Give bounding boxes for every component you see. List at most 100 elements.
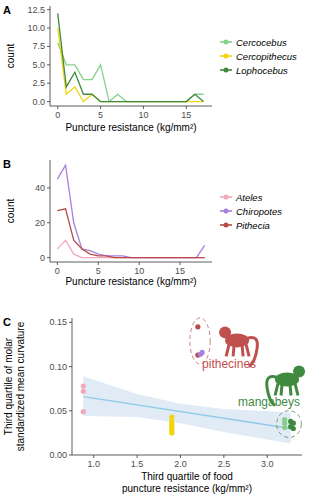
legend-label: Pithecia bbox=[236, 220, 270, 231]
figure: A 0.0 2.5 5.0 7.5 10.0 12.5 0 5 10 15 Puncture resi… bbox=[0, 0, 310, 500]
x-tick bbox=[98, 262, 99, 265]
x-tick-label: 15 bbox=[181, 110, 191, 120]
x-axis-label: Third quartile of food bbox=[141, 471, 233, 482]
series-line bbox=[57, 165, 204, 257]
y-tick-label: 0.05 bbox=[49, 406, 67, 416]
y-axis bbox=[50, 6, 51, 106]
panel-letter: A bbox=[3, 4, 11, 16]
point bbox=[282, 425, 287, 430]
plot-area bbox=[57, 165, 204, 257]
legend-swatch-dot bbox=[224, 223, 229, 228]
series-line bbox=[57, 209, 204, 258]
x-tick-label: 1.0 bbox=[87, 459, 100, 469]
panel: A 0.0 2.5 5.0 7.5 10.0 12.5 0 5 10 15 Puncture resi… bbox=[3, 4, 297, 133]
x-tick-label: 10 bbox=[134, 266, 144, 276]
y-axis-label: Third quartile of molar bbox=[3, 337, 14, 435]
x-tick bbox=[143, 106, 144, 109]
y-tick bbox=[69, 322, 72, 323]
y-tick-label: 40 bbox=[35, 183, 45, 193]
y-tick-label: 0.15 bbox=[49, 317, 67, 327]
y-tick bbox=[47, 101, 50, 102]
y-axis-label: standardized mean curvature bbox=[15, 321, 26, 451]
annotation: pithecines bbox=[202, 357, 256, 371]
group-ellipse bbox=[277, 411, 302, 438]
confidence-band bbox=[83, 376, 290, 443]
y-tick-label: 20 bbox=[35, 218, 45, 228]
y-tick bbox=[69, 366, 72, 367]
annotation: mangabeys bbox=[238, 395, 300, 409]
x-axis-label: puncture resistance (kg/mm²) bbox=[122, 483, 252, 494]
y-tick bbox=[47, 9, 50, 10]
x-tick-label: 5 bbox=[98, 110, 103, 120]
y-tick-label: 0.0 bbox=[32, 97, 45, 107]
y-tick bbox=[47, 28, 50, 29]
x-tick-label: 0 bbox=[55, 266, 60, 276]
y-tick bbox=[69, 410, 72, 411]
panel: C0.000.050.100.151.01.52.02.53.0Third qu… bbox=[3, 316, 305, 494]
legend-label: Lophocebus bbox=[236, 65, 288, 76]
x-tick bbox=[139, 262, 140, 265]
point bbox=[81, 409, 86, 414]
legend-swatch-dot bbox=[224, 195, 229, 200]
legend-swatch-dot bbox=[224, 209, 229, 214]
x-axis-label: Puncture resistance (kg/mm²) bbox=[65, 276, 196, 287]
x-tick bbox=[180, 455, 181, 458]
legend-label: Cercopithecus bbox=[236, 51, 297, 62]
legend-swatch-dot bbox=[224, 40, 229, 45]
panel-letter: C bbox=[3, 316, 11, 328]
x-tick bbox=[137, 455, 138, 458]
y-tick bbox=[47, 257, 50, 258]
y-tick bbox=[47, 222, 50, 223]
x-tick-label: 2.0 bbox=[174, 459, 187, 469]
y-tick-label: 7.5 bbox=[32, 41, 45, 51]
plot-area bbox=[58, 13, 204, 101]
x-axis bbox=[50, 262, 212, 263]
series-line bbox=[58, 28, 204, 102]
legend: AtelesChiropotesPithecia bbox=[220, 192, 282, 231]
x-tick-label: 10 bbox=[138, 110, 148, 120]
y-tick-label: 12.5 bbox=[27, 5, 45, 15]
x-tick bbox=[267, 455, 268, 458]
legend-label: Ateles bbox=[235, 192, 263, 203]
y-axis bbox=[50, 160, 51, 262]
y-tick-label: 0 bbox=[40, 253, 45, 263]
x-tick bbox=[180, 262, 181, 265]
panel-letter: B bbox=[3, 158, 11, 170]
x-tick bbox=[93, 455, 94, 458]
x-tick bbox=[100, 106, 101, 109]
point bbox=[169, 430, 174, 435]
series-line bbox=[58, 43, 204, 102]
legend: Cercocebus Cercopithecus Lophocebus bbox=[220, 37, 297, 76]
x-tick bbox=[57, 106, 58, 109]
legend-swatch-dot bbox=[224, 54, 229, 59]
silhouette-legs bbox=[226, 344, 249, 356]
y-tick bbox=[47, 46, 50, 47]
x-tick-label: 0 bbox=[55, 110, 60, 120]
y-tick bbox=[47, 83, 50, 84]
silhouette-head bbox=[219, 326, 231, 338]
y-tick-label: 10.0 bbox=[27, 23, 45, 33]
x-tick-label: 1.5 bbox=[131, 459, 144, 469]
y-tick bbox=[69, 455, 72, 456]
y-axis bbox=[72, 318, 73, 455]
silhouette-head bbox=[293, 366, 305, 378]
legend-swatch-dot bbox=[224, 68, 229, 73]
point bbox=[200, 350, 205, 355]
x-tick-label: 5 bbox=[96, 266, 101, 276]
point bbox=[81, 389, 86, 394]
x-tick bbox=[186, 106, 187, 109]
y-tick-label: 2.5 bbox=[32, 78, 45, 88]
x-tick-label: 3.0 bbox=[261, 459, 274, 469]
y-tick-label: 5.0 bbox=[32, 60, 45, 70]
legend-label: Cercocebus bbox=[236, 37, 287, 48]
point bbox=[195, 324, 200, 329]
plot-area bbox=[81, 324, 296, 443]
point bbox=[291, 426, 296, 431]
y-axis-label: count bbox=[5, 44, 16, 69]
x-axis bbox=[50, 106, 212, 107]
x-tick bbox=[223, 455, 224, 458]
x-axis-label: Puncture resistance (kg/mm²) bbox=[65, 122, 196, 133]
x-tick bbox=[57, 262, 58, 265]
y-tick bbox=[47, 64, 50, 65]
y-tick-label: 0.10 bbox=[49, 362, 67, 372]
